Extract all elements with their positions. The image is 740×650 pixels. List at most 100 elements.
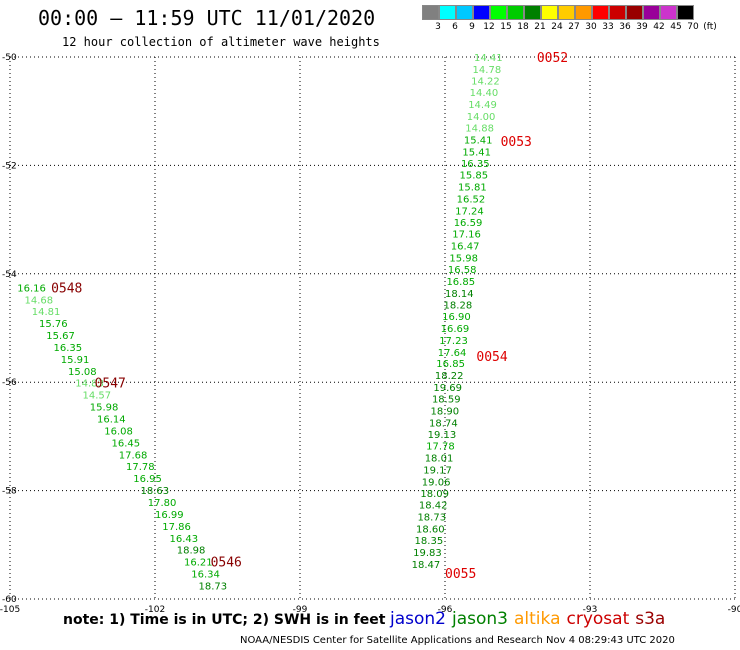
swh-value: 17.78 — [126, 462, 155, 473]
color-swatch-0 — [422, 5, 439, 20]
time-label: 0546 — [211, 556, 242, 571]
page-title: 00:00 – 11:59 UTC 11/01/2020 — [38, 6, 376, 30]
x-tick-label: -105 — [0, 605, 20, 615]
swh-value: 18.63 — [141, 486, 170, 497]
chart-grid — [9, 56, 736, 600]
swh-value: 14.78 — [473, 65, 502, 76]
time-label: 0547 — [95, 377, 126, 392]
color-swatch-7 — [541, 5, 558, 20]
color-swatch-2 — [456, 5, 473, 20]
swh-value: 14.00 — [467, 112, 496, 123]
swh-value: 15.91 — [61, 355, 90, 366]
swh-value: 17.80 — [148, 498, 177, 509]
color-bar-label: 39 — [636, 22, 648, 32]
swh-value: 16.69 — [441, 324, 470, 335]
page-subtitle: 12 hour collection of altimeter wave hei… — [62, 35, 380, 49]
swh-value: 16.85 — [446, 277, 475, 288]
swh-value: 14.22 — [471, 76, 500, 87]
swh-value: 14.88 — [465, 123, 494, 134]
chart-marks: 14.4114.7814.2214.4014.4914.0014.8815.41… — [17, 51, 568, 592]
swh-value: 18.74 — [429, 418, 458, 429]
footer-credit: NOAA/NESDIS Center for Satellite Applica… — [240, 635, 675, 646]
swh-value: 16.14 — [97, 415, 126, 426]
color-bar-label: 42 — [653, 22, 665, 32]
time-label: 0054 — [476, 350, 507, 365]
color-bar-label: 70 — [687, 22, 699, 32]
color-bar-label: 36 — [619, 22, 631, 32]
swh-value: 17.23 — [439, 336, 468, 347]
satellite-jason3: jason3 — [452, 609, 508, 629]
swh-value: 17.78 — [426, 442, 455, 453]
swh-value: 19.06 — [422, 477, 451, 488]
color-swatch-15 — [677, 5, 694, 20]
swh-value: 19.13 — [428, 430, 457, 441]
swh-value: 17.24 — [455, 206, 484, 217]
satellite-legend: jason2 jason3 altika cryosat s3a — [390, 609, 671, 629]
x-tick-label: -102 — [145, 605, 165, 615]
color-swatch-6 — [524, 5, 541, 20]
color-bar-label: 24 — [551, 22, 563, 32]
time-label: 0055 — [445, 567, 476, 582]
y-tick-label: -56 — [2, 378, 17, 388]
color-bar-label: 3 — [435, 22, 441, 32]
swh-value: 15.98 — [90, 403, 119, 414]
color-bar-label: 15 — [500, 22, 512, 32]
swh-value: 17.16 — [452, 230, 481, 241]
color-bar-label: 30 — [585, 22, 597, 32]
swh-value: 16.45 — [112, 438, 141, 449]
color-bar-label: 33 — [602, 22, 614, 32]
swh-value: 15.08 — [68, 367, 97, 378]
y-tick-label: -58 — [2, 487, 17, 497]
color-swatch-4 — [490, 5, 507, 20]
swh-value: 15.41 — [464, 135, 493, 146]
swh-value: 14.81 — [32, 307, 61, 318]
swh-value: 18.42 — [419, 501, 448, 512]
swh-value: 18.59 — [432, 394, 461, 405]
color-bar-label: 6 — [452, 22, 458, 32]
swh-value: 16.90 — [442, 312, 471, 323]
swh-value: 16.85 — [436, 359, 465, 370]
swh-value: 15.81 — [458, 183, 487, 194]
y-tick-label: -54 — [2, 270, 17, 280]
swh-value: 19.69 — [433, 383, 462, 394]
color-swatch-13 — [643, 5, 660, 20]
satellite-cryosat: cryosat — [566, 609, 630, 629]
swh-value: 16.47 — [451, 242, 480, 253]
chart-axes: -50 -52 -54 -56 -58 -60-105 -102 -99 -96 -93 -90 — [0, 53, 740, 615]
swh-value: 18.28 — [444, 301, 473, 312]
swh-value: 15.41 — [462, 147, 491, 158]
swh-value: 18.35 — [415, 536, 444, 547]
swh-value: 18.01 — [425, 454, 454, 465]
swh-value: 16.58 — [448, 265, 477, 276]
satellite-jason2: jason2 — [390, 609, 446, 629]
color-swatch-3 — [473, 5, 490, 20]
time-label: 0053 — [501, 135, 532, 150]
color-bar-label: 21 — [534, 22, 546, 32]
y-tick-label: -52 — [2, 161, 17, 171]
swh-value: 17.64 — [438, 348, 467, 359]
color-swatch-14 — [660, 5, 677, 20]
color-bar-label: 45 — [670, 22, 682, 32]
swh-value: 17.68 — [119, 450, 148, 461]
color-bar-label: 12 — [483, 22, 495, 32]
swh-value: 19.83 — [413, 548, 442, 559]
swh-value: 18.98 — [177, 546, 206, 557]
time-label: 0052 — [537, 51, 568, 66]
swh-value: 19.17 — [423, 465, 452, 476]
x-tick-label: -90 — [728, 605, 740, 615]
x-tick-label: -96 — [438, 605, 453, 615]
color-bar-label: 18 — [517, 22, 529, 32]
swh-value: 15.76 — [39, 319, 68, 330]
y-tick-label: -60 — [2, 595, 17, 605]
color-swatch-12 — [626, 5, 643, 20]
color-bar-labels: 3 6 9 12 15 18 21 24 27 30 33 36 39 42 45 70 (ft) — [0, 22, 740, 34]
swh-value: 14.40 — [470, 88, 499, 99]
color-bar — [422, 5, 694, 20]
swh-value: 16.35 — [461, 159, 490, 170]
swh-value: 18.73 — [199, 581, 228, 592]
swh-value: 17.86 — [162, 522, 191, 533]
swh-value: 15.67 — [46, 331, 75, 342]
color-bar-label: 9 — [469, 22, 475, 32]
color-bar-label: (ft) — [703, 22, 717, 32]
